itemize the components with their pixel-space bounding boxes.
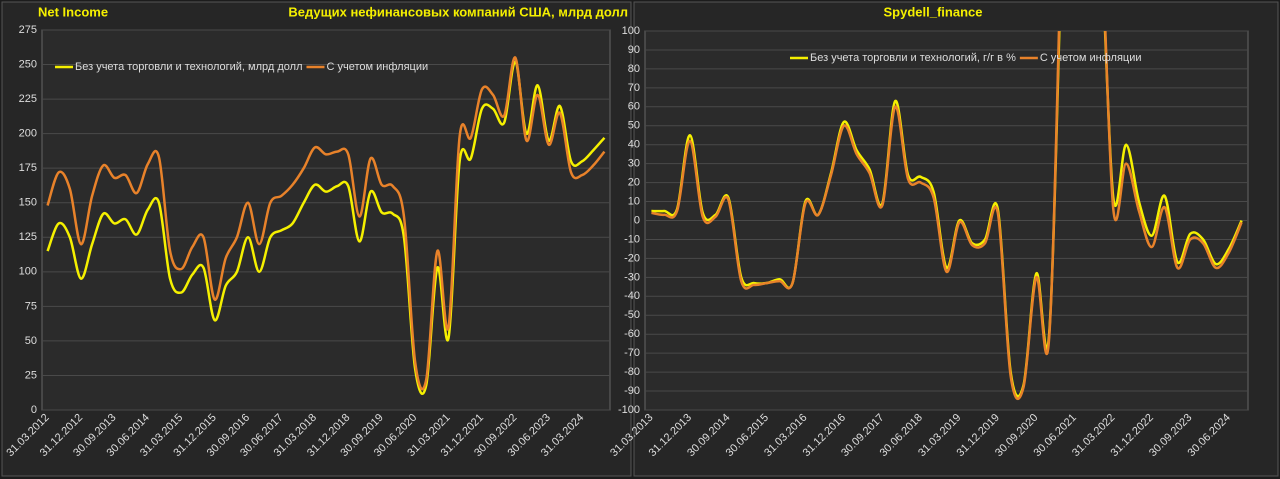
y-tick-label: -30 xyxy=(624,271,640,283)
y-tick-label: 30 xyxy=(628,158,640,170)
y-tick-label: 60 xyxy=(628,101,640,113)
legend-label: Без учета торговли и технологий, г/г в % xyxy=(810,52,1016,64)
y-tick-label: -50 xyxy=(624,309,640,321)
series-group xyxy=(46,56,606,396)
y-tick-label: -70 xyxy=(624,347,640,359)
line xyxy=(651,31,1243,400)
y-tick-label: 70 xyxy=(628,82,640,94)
y-tick-label: 50 xyxy=(25,335,37,347)
y-tick-label: 20 xyxy=(628,177,640,189)
plot-area xyxy=(41,29,611,411)
legend-label: С учетом инфляции xyxy=(1040,52,1142,64)
y-tick-label: 25 xyxy=(25,369,37,381)
y-tick-label: -60 xyxy=(624,328,640,340)
legend-label: С учетом инфляции xyxy=(326,61,428,73)
chart-label: Net Income xyxy=(38,4,108,19)
line xyxy=(46,56,606,391)
y-tick-label: 225 xyxy=(19,93,37,105)
y-tick-label: 275 xyxy=(19,24,37,36)
y-tick-label: 175 xyxy=(19,162,37,174)
y-tick-label: -20 xyxy=(624,252,640,264)
y-tick-label: 0 xyxy=(634,214,640,226)
y-tick-label: 200 xyxy=(19,128,37,140)
y-tick-label: 100 xyxy=(622,25,640,37)
y-tick-label: 80 xyxy=(628,63,640,75)
chart-title: Spydell_finance xyxy=(884,4,983,19)
y-tick-label: -90 xyxy=(624,385,640,397)
y-tick-label: 10 xyxy=(628,195,640,207)
y-tick-label: 75 xyxy=(25,300,37,312)
series-group xyxy=(651,31,1243,400)
legend-label: Без учета торговли и технологий, млрд до… xyxy=(75,61,302,73)
y-tick-label: 90 xyxy=(628,44,640,56)
y-tick-label: -100 xyxy=(618,404,640,416)
y-tick-label: 100 xyxy=(19,266,37,278)
y-tick-label: 150 xyxy=(19,197,37,209)
y-tick-label: -40 xyxy=(624,290,640,302)
y-tick-label: 50 xyxy=(628,120,640,132)
y-tick-label: 250 xyxy=(19,58,37,70)
y-tick-label: 125 xyxy=(19,231,37,243)
y-tick-label: 40 xyxy=(628,139,640,151)
chart-title: Ведущих нефинансовых компаний США, млрд … xyxy=(288,4,628,19)
y-tick-label: 0 xyxy=(31,404,37,416)
y-tick-label: -80 xyxy=(624,366,640,378)
y-tick-label: -10 xyxy=(624,233,640,245)
